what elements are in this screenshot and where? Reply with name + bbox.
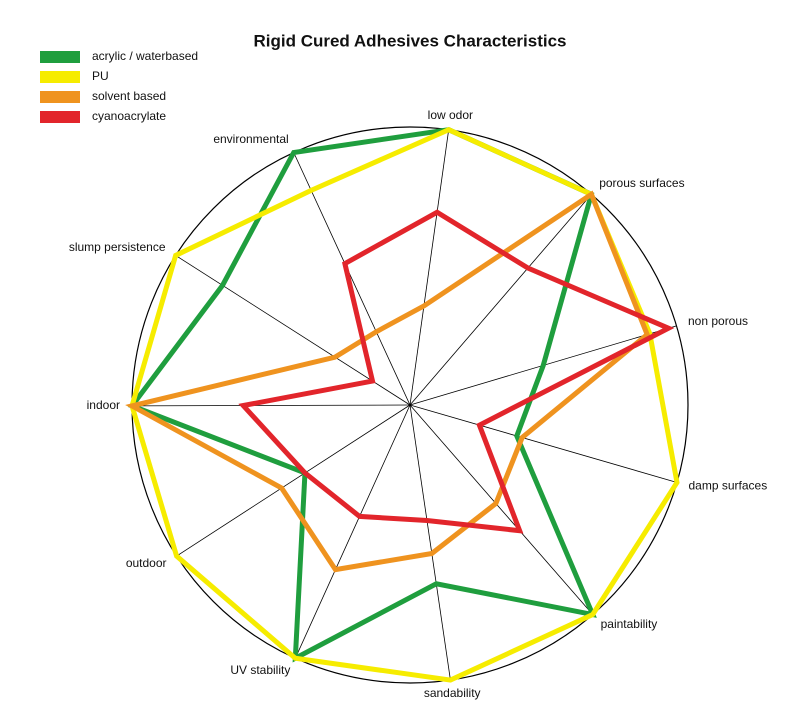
axis-label: outdoor <box>126 556 167 570</box>
series-line <box>238 209 675 534</box>
axis-label: paintability <box>601 617 658 631</box>
axis-label: damp surfaces <box>689 479 768 493</box>
spoke <box>409 404 594 615</box>
spoke <box>293 152 411 406</box>
series-line <box>128 127 597 663</box>
axis-label: porous surfaces <box>599 176 684 190</box>
axis-label: environmental <box>213 132 288 146</box>
axis-label: indoor <box>87 398 120 412</box>
chart-title: Rigid Cured Adhesives Characteristics <box>253 31 566 50</box>
legend-swatch <box>40 91 80 103</box>
legend-label: PU <box>92 69 109 83</box>
spoke <box>409 129 450 406</box>
axis-label: low odor <box>428 108 473 122</box>
axis-label: slump persistence <box>69 240 166 254</box>
legend-label: acrylic / waterbased <box>92 49 198 63</box>
legend-swatch <box>40 71 80 83</box>
axis-label: UV stability <box>230 663 290 677</box>
legend-swatch <box>40 111 80 123</box>
series-line <box>125 190 651 573</box>
legend-label: cyanoacrylate <box>92 109 166 123</box>
legend-label: solvent based <box>92 89 166 103</box>
axis-label: sandability <box>424 686 481 700</box>
spoke <box>294 404 411 659</box>
spoke <box>409 194 592 406</box>
spoke <box>176 404 411 557</box>
spoke <box>409 404 451 681</box>
axis-label: non porous <box>688 314 748 328</box>
spoke <box>132 404 411 407</box>
spoke <box>409 404 678 483</box>
legend-swatch <box>40 51 80 63</box>
